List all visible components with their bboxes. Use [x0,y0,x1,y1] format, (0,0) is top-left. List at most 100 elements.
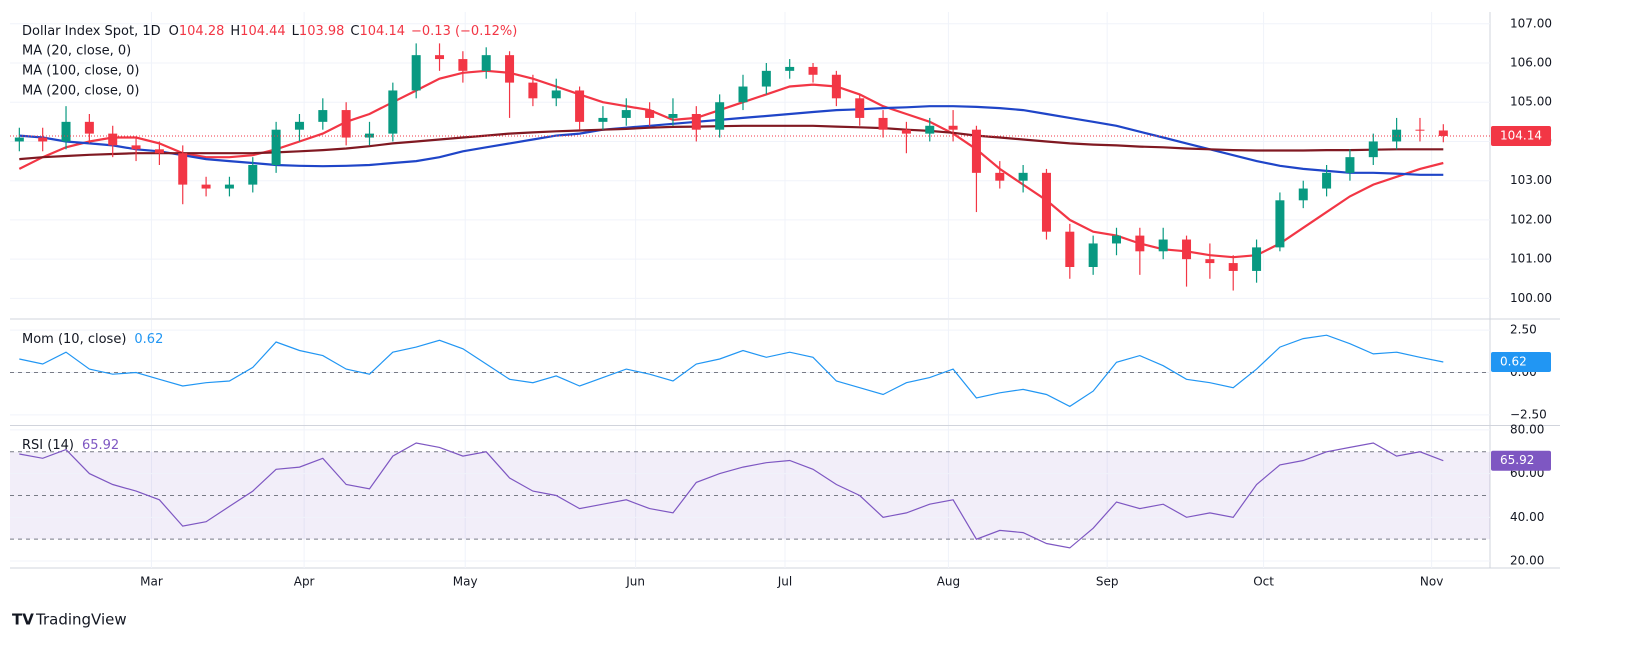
candle-body [528,82,538,99]
brand-logo: 𝗧𝗩 [12,611,34,629]
candle-body [341,110,351,138]
candle-body [1135,235,1145,252]
legend-name: RSI (14) [22,438,74,453]
candle-body [458,59,468,71]
ohlc-value: 103.98 [299,24,345,39]
candle-body [668,114,678,118]
candle-body [84,121,94,134]
candle-body [505,55,515,83]
candle-body [925,125,935,134]
ohlc-value: 104.14 [360,24,406,39]
brand: 𝗧𝗩 TradingView [12,611,127,629]
legend-entry: RSI (14) 65.92 [22,438,119,453]
legend-value: 65.92 [82,438,119,453]
legend-entry: Mom (10, close) 0.62 [22,332,163,347]
symbol-title: Dollar Index Spot, 1D [22,24,161,39]
y-tick-label: 102.00 [1510,212,1552,226]
last-price-label: 104.14 [1500,128,1542,142]
series-line [19,442,1444,549]
candle-body [38,137,48,142]
candle-body [575,90,585,122]
y-tick-label: 105.00 [1510,95,1552,109]
candle-body [294,121,304,130]
series-line [19,124,1444,161]
last-value-label: 0.62 [1500,355,1527,369]
candle-body [61,121,71,142]
candle-body [154,149,164,154]
last-value-badge [1491,352,1551,372]
x-tick-label: Nov [1420,575,1443,589]
candle-body [761,70,771,87]
change-label: −0.13 (−0.12%) [411,24,517,39]
candle-body [364,133,374,138]
candle-body [435,55,445,60]
candle-body [1438,130,1448,136]
last-price-badge [1491,125,1551,146]
ohlc-value: 104.44 [240,24,286,39]
candle-body [878,117,888,130]
candle-body [551,90,561,99]
ohlc-letter: L [292,24,300,39]
y-tick-label: 101.00 [1510,252,1552,266]
y-tick-label: 2.50 [1510,323,1537,337]
candle-body [1275,200,1285,248]
y-tick-label: 106.00 [1510,56,1552,70]
x-tick-label: Oct [1253,575,1274,589]
candle-body [178,153,188,185]
candle-body [715,102,725,130]
candle-body [948,125,958,130]
x-tick-label: Sep [1096,575,1119,589]
legend-name: Mom (10, close) [22,332,126,347]
candle-body [481,55,491,71]
candle-body [1088,243,1098,267]
x-tick-label: Mar [140,575,163,589]
candle-body [785,66,795,71]
y-tick-label: 40.00 [1510,510,1544,524]
candle-body [271,129,281,165]
ohlc-letter: O [169,24,179,39]
ohlc-letter: C [350,24,359,39]
candle-body [995,172,1005,181]
candle-body [1322,172,1332,189]
candle-body [1415,129,1425,131]
candle-body [1158,239,1168,252]
legend-value: 0.62 [134,332,163,347]
candle-body [131,145,141,150]
y-tick-label: 103.00 [1510,173,1552,187]
candle-body [621,110,631,118]
candle-body [1298,188,1308,201]
candle-body [1182,239,1192,260]
candle-body [1018,172,1028,181]
ohlc-value: 104.28 [179,24,225,39]
candle-body [1252,247,1262,271]
last-value-label: 65.92 [1500,453,1534,467]
candle-body [901,129,911,134]
y-tick-label: −2.50 [1510,407,1547,421]
candle-body [1111,235,1121,244]
candle-body [411,55,421,91]
legend-entry: MA (100, close, 0) [22,64,139,79]
candle-body [831,74,841,99]
candle-body [201,184,211,189]
candle-body [808,66,818,75]
candle-body [1345,157,1355,173]
legend-entry: MA (20, close, 0) [22,44,131,59]
x-tick-label: Jun [625,575,645,589]
candle-body [691,114,701,130]
x-tick-label: Aug [937,575,960,589]
candle-body [1205,259,1215,264]
candle-body [971,129,981,173]
candle-body [1041,172,1051,232]
candle-body [1065,231,1075,267]
ohlc-letter: H [230,24,240,39]
y-tick-label: 100.00 [1510,291,1552,305]
series-line [19,334,1444,408]
candle-body [1368,141,1378,158]
y-tick-label: 107.00 [1510,16,1552,30]
x-tick-label: Apr [294,575,315,589]
candle-body [388,90,398,134]
candle-body [318,110,328,122]
